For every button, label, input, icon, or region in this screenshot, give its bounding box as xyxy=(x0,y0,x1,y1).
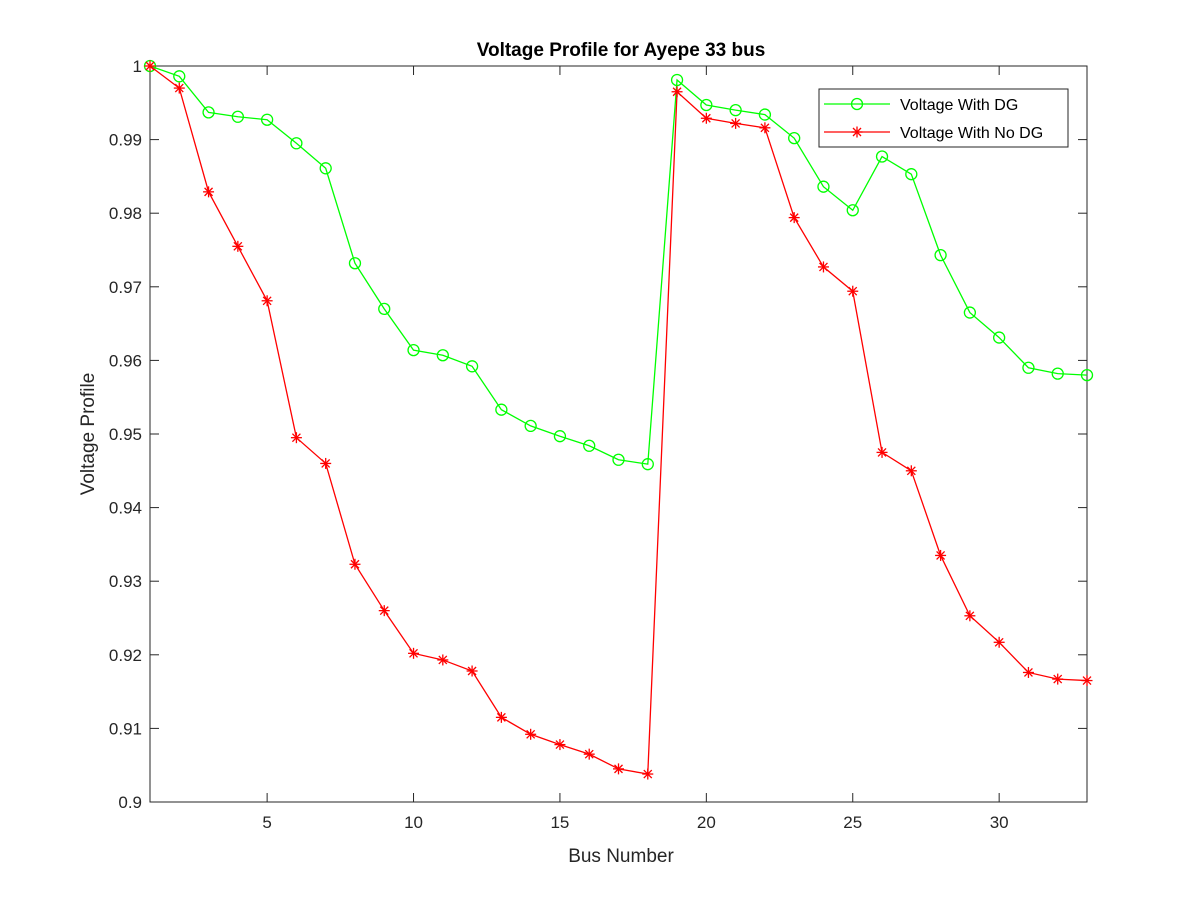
data-point-no-dg xyxy=(642,768,654,780)
x-axis-title: Bus Number xyxy=(568,846,674,867)
y-tick-label: 0.96 xyxy=(109,351,142,370)
legend-label-no-dg: Voltage With No DG xyxy=(900,125,1043,142)
data-point-no-dg xyxy=(408,647,420,659)
data-point-with-dg xyxy=(583,439,596,452)
y-tick-label: 0.99 xyxy=(109,131,142,150)
data-point-no-dg xyxy=(144,60,156,72)
data-point-no-dg xyxy=(525,728,537,740)
series-layer xyxy=(143,59,1094,780)
data-point-with-dg xyxy=(729,104,742,117)
data-point-no-dg xyxy=(466,665,478,677)
data-point-with-dg xyxy=(641,458,654,471)
data-point-with-dg xyxy=(846,204,859,217)
chart-title: Voltage Profile for Ayepe 33 bus xyxy=(477,40,766,61)
data-point-no-dg xyxy=(964,610,976,622)
y-tick-label: 0.92 xyxy=(109,646,142,665)
data-point-no-dg xyxy=(993,636,1005,648)
data-point-with-dg xyxy=(231,110,244,123)
x-tick-label: 5 xyxy=(262,813,271,832)
data-point-no-dg xyxy=(905,465,917,477)
data-point-no-dg xyxy=(876,446,888,458)
y-tick-label: 0.91 xyxy=(109,719,142,738)
y-tick-label: 0.9 xyxy=(118,793,142,812)
y-axis: 0.9 0.91 0.92 0.93 0.94 0.95 0.96 0.97 0.98 0.99 1 xyxy=(109,57,1087,812)
data-point-with-dg xyxy=(612,453,625,466)
data-point-no-dg xyxy=(759,122,771,134)
y-tick-label: 0.95 xyxy=(109,425,142,444)
legend-box xyxy=(818,88,1069,148)
data-point-with-dg xyxy=(758,108,772,121)
data-point-with-dg xyxy=(407,343,420,357)
data-point-no-dg xyxy=(1081,675,1093,687)
data-point-with-dg xyxy=(700,98,713,112)
legend-star-marker xyxy=(851,126,863,138)
data-point-with-dg xyxy=(1080,368,1094,382)
legend-marker-with-dg xyxy=(850,97,864,111)
x-tick-label: 15 xyxy=(550,813,569,832)
data-point-no-dg xyxy=(554,739,566,751)
x-tick-label: 20 xyxy=(697,813,716,832)
data-point-no-dg xyxy=(320,457,332,469)
plot-area xyxy=(149,65,1088,803)
y-tick-label: 0.97 xyxy=(109,278,142,297)
y-tick-label: 1 xyxy=(133,57,142,76)
data-point-no-dg xyxy=(232,240,244,252)
data-point-no-dg xyxy=(261,295,273,307)
data-point-with-dg xyxy=(436,349,449,362)
y-tick-label: 0.93 xyxy=(109,572,142,591)
data-point-with-dg xyxy=(465,360,479,373)
data-point-with-dg xyxy=(875,150,889,163)
y-axis-title: Voltage Profile xyxy=(78,373,99,496)
data-point-no-dg xyxy=(613,763,624,775)
data-point-with-dg xyxy=(202,106,215,119)
data-point-no-dg xyxy=(583,748,595,760)
data-point-with-dg xyxy=(905,168,918,181)
data-point-with-dg xyxy=(319,162,332,175)
data-point-no-dg xyxy=(378,605,390,617)
data-point-with-dg xyxy=(260,113,274,126)
data-point-no-dg xyxy=(700,112,712,124)
data-point-no-dg xyxy=(173,82,185,94)
data-point-with-dg xyxy=(993,331,1006,344)
data-point-with-dg xyxy=(524,419,537,433)
legend-label-with-dg: Voltage With DG xyxy=(900,97,1018,114)
data-point-no-dg xyxy=(203,186,215,198)
x-tick-label: 30 xyxy=(990,813,1009,832)
data-point-with-dg xyxy=(963,306,977,319)
data-point-with-dg xyxy=(1051,367,1064,380)
x-axis: 5 10 15 20 25 30 xyxy=(262,66,1009,832)
data-point-no-dg xyxy=(349,558,361,570)
data-point-with-dg xyxy=(173,70,186,83)
data-point-no-dg xyxy=(1052,673,1064,685)
data-point-no-dg xyxy=(817,261,829,273)
data-point-with-dg xyxy=(348,257,362,270)
data-point-with-dg xyxy=(670,73,684,87)
data-point-with-dg xyxy=(1022,361,1035,374)
data-point-with-dg xyxy=(378,302,391,316)
data-point-no-dg xyxy=(290,432,302,444)
data-point-no-dg xyxy=(935,549,947,561)
data-point-with-dg xyxy=(817,180,830,193)
y-tick-label: 0.98 xyxy=(109,204,142,223)
data-point-with-dg xyxy=(553,430,567,443)
data-point-with-dg xyxy=(934,249,947,262)
legend-marker-no-dg xyxy=(851,126,863,138)
data-point-no-dg xyxy=(847,285,859,297)
legend: Voltage With DG Voltage With No DG xyxy=(818,88,1069,148)
data-point-with-dg xyxy=(290,137,303,150)
x-tick-label: 25 xyxy=(843,813,862,832)
data-point-no-dg xyxy=(671,86,683,98)
data-point-with-dg xyxy=(788,131,801,145)
data-point-no-dg xyxy=(1022,666,1034,678)
x-tick-label: 10 xyxy=(404,813,423,832)
data-point-with-dg xyxy=(495,403,508,416)
series-line-with-dg xyxy=(149,65,1088,465)
data-point-no-dg xyxy=(788,212,800,224)
data-point-no-dg xyxy=(730,117,742,129)
y-tick-label: 0.94 xyxy=(109,499,142,518)
data-point-no-dg xyxy=(495,711,507,723)
data-point-no-dg xyxy=(437,654,449,666)
